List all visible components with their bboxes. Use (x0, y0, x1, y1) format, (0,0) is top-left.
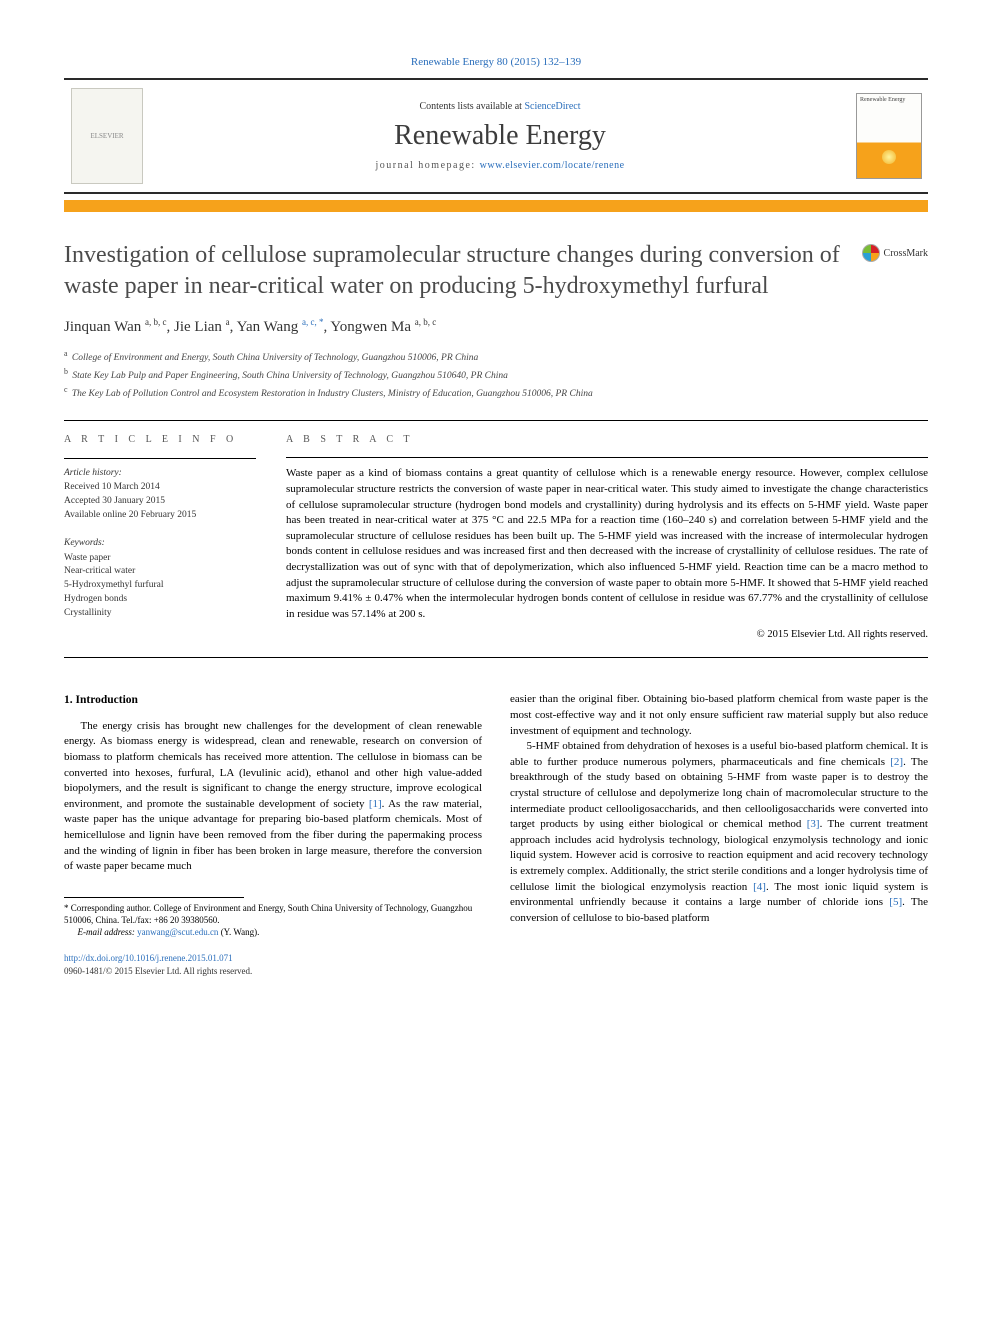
history-heading: Article history: (64, 467, 256, 481)
author-1-name: Jinquan Wan (64, 319, 141, 335)
affil-c-text: The Key Lab of Pollution Control and Eco… (72, 389, 593, 399)
homepage-line: journal homepage: www.elsevier.com/locat… (375, 160, 624, 171)
article-title: Investigation of cellulose supramolecula… (64, 240, 844, 301)
elsevier-tree-icon: ELSEVIER (71, 88, 143, 184)
ref-1-link[interactable]: [1] (369, 798, 382, 810)
affil-b: b State Key Lab Pulp and Paper Engineeri… (64, 366, 928, 384)
author-3-aff: a, c, * (302, 317, 324, 327)
affil-a: a College of Environment and Energy, Sou… (64, 348, 928, 366)
sciencedirect-link[interactable]: ScienceDirect (524, 101, 580, 112)
authors-line: Jinquan Wan a, b, c, Jie Lian a, Yan Wan… (64, 317, 928, 336)
keywords-heading: Keywords: (64, 537, 256, 551)
author-4-name: Yongwen Ma (330, 319, 411, 335)
keyword-3: 5-Hydroxymethyl furfural (64, 579, 256, 593)
ref-3-link[interactable]: [3] (807, 818, 820, 830)
journal-reference: Renewable Energy 80 (2015) 132–139 (64, 56, 928, 68)
corresponding-author-footnote: * Corresponding author. College of Envir… (64, 902, 482, 938)
keyword-2: Near-critical water (64, 565, 256, 579)
abstract-text: Waste paper as a kind of biomass contain… (286, 466, 928, 622)
keyword-4: Hydrogen bonds (64, 593, 256, 607)
journal-cover-thumb: Renewable Energy (856, 93, 922, 179)
cover-sun-icon (882, 150, 896, 164)
homepage-link[interactable]: www.elsevier.com/locate/renene (480, 160, 625, 171)
intro-p1a: The energy crisis has brought new challe… (64, 720, 482, 810)
keyword-5: Crystallinity (64, 607, 256, 621)
history-received: Received 10 March 2014 (64, 481, 256, 495)
email-label: E-mail address: (78, 927, 135, 937)
right-p2: 5-HMF obtained from dehydration of hexos… (510, 739, 928, 926)
body-columns: 1. Introduction The energy crisis has br… (64, 692, 928, 977)
author-3-name: Yan Wang (237, 319, 299, 335)
right-p2a: 5-HMF obtained from dehydration of hexos… (510, 740, 928, 768)
affil-a-text: College of Environment and Energy, South… (72, 354, 478, 364)
orange-accent-bar (64, 200, 928, 212)
journal-header: ELSEVIER Contents lists available at Sci… (64, 78, 928, 194)
affil-c: c The Key Lab of Pollution Control and E… (64, 384, 928, 402)
affiliations: a College of Environment and Energy, Sou… (64, 348, 928, 402)
body-col-left: 1. Introduction The energy crisis has br… (64, 692, 482, 977)
publisher-logo: ELSEVIER (64, 80, 150, 192)
ref-4-link[interactable]: [4] (753, 881, 766, 893)
issn-line: 0960-1481/© 2015 Elsevier Ltd. All right… (64, 966, 252, 976)
article-info-heading: A R T I C L E I N F O (64, 433, 256, 448)
header-center: Contents lists available at ScienceDirec… (150, 80, 850, 192)
journal-title: Renewable Energy (394, 120, 606, 152)
crossmark-label: CrossMark (884, 248, 928, 259)
homepage-prefix: journal homepage: (375, 160, 479, 171)
contents-prefix: Contents lists available at (419, 101, 524, 112)
section-number: 1. (64, 694, 73, 706)
abstract-col: A B S T R A C T Waste paper as a kind of… (270, 421, 928, 657)
email-person: (Y. Wang). (218, 927, 259, 937)
article-info-col: A R T I C L E I N F O Article history: R… (64, 421, 270, 657)
intro-p1: The energy crisis has brought new challe… (64, 719, 482, 875)
publisher-name: ELSEVIER (90, 132, 123, 140)
abstract-copyright: © 2015 Elsevier Ltd. All rights reserved… (286, 628, 928, 643)
corr-email-link[interactable]: yanwang@scut.edu.cn (137, 927, 218, 937)
abstract-rule (286, 457, 928, 458)
doi-link[interactable]: http://dx.doi.org/10.1016/j.renene.2015.… (64, 953, 233, 963)
corr-text: * Corresponding author. College of Envir… (64, 903, 472, 925)
cover-label: Renewable Energy (860, 97, 905, 103)
page-footer: http://dx.doi.org/10.1016/j.renene.2015.… (64, 952, 482, 978)
crossmark-icon (862, 244, 880, 262)
section-title: Introduction (76, 694, 138, 706)
contents-line: Contents lists available at ScienceDirec… (419, 101, 580, 112)
footnote-separator (64, 897, 244, 898)
ref-2-link[interactable]: [2] (890, 756, 903, 768)
author-2-name: Jie Lian (174, 319, 222, 335)
right-p1: easier than the original fiber. Obtainin… (510, 692, 928, 739)
journal-reference-link[interactable]: Renewable Energy 80 (2015) 132–139 (411, 56, 581, 68)
author-1-aff: a, b, c (145, 317, 167, 327)
ref-5-link[interactable]: [5] (889, 896, 902, 908)
journal-cover: Renewable Energy (850, 80, 928, 192)
keyword-1: Waste paper (64, 552, 256, 566)
history-online: Available online 20 February 2015 (64, 509, 256, 523)
section-1-heading: 1. Introduction (64, 692, 482, 708)
info-abstract-row: A R T I C L E I N F O Article history: R… (64, 420, 928, 658)
info-rule (64, 458, 256, 459)
author-2-aff: a (226, 317, 230, 327)
affil-b-text: State Key Lab Pulp and Paper Engineering… (72, 372, 508, 382)
history-accepted: Accepted 30 January 2015 (64, 495, 256, 509)
abstract-heading: A B S T R A C T (286, 433, 928, 447)
body-col-right: easier than the original fiber. Obtainin… (510, 692, 928, 977)
author-4-aff: a, b, c (415, 317, 437, 327)
crossmark-badge[interactable]: CrossMark (862, 244, 928, 262)
